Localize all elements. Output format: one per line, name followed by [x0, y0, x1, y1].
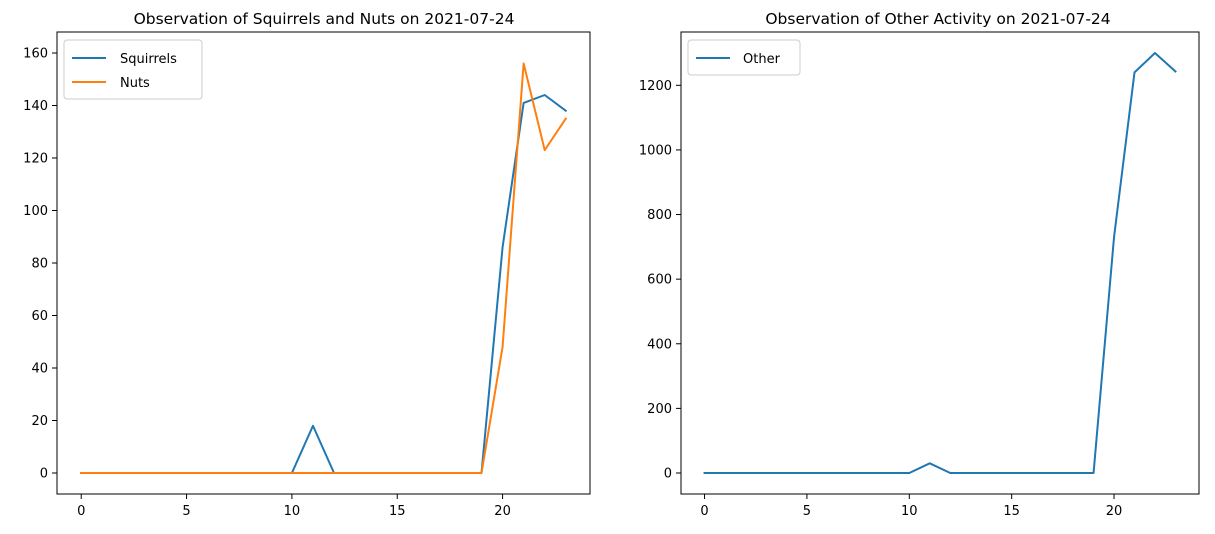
- chart-2-title: Observation of Other Activity on 2021-07…: [765, 10, 1110, 28]
- chart-1-x-tick-label-0: 0: [77, 504, 85, 519]
- chart-1-y-tick-label-100: 100: [23, 204, 48, 219]
- chart-2-y-tick-label-1000: 1000: [639, 143, 672, 158]
- chart-1-legend-box: [63, 39, 203, 100]
- chart-2-y-tick-label-800: 800: [647, 208, 672, 223]
- chart-1-series-layer: [80, 62, 568, 474]
- chart-1-legend-label-nuts: Nuts: [120, 76, 150, 91]
- chart-1-x-tick-label-5: 5: [182, 504, 190, 519]
- chart-1-ticks-layer: 0 5 10 15 20 0 20 40 60 80 100 120 140 160: [23, 47, 511, 520]
- chart-2-x-tick-label-15: 15: [1003, 504, 1020, 519]
- chart-2-x-tick-label-0: 0: [700, 504, 708, 519]
- chart-1-y-tick-label-140: 140: [23, 99, 48, 114]
- chart-2-y-tick-label-600: 600: [647, 273, 672, 288]
- chart-2-x-tick-label-5: 5: [803, 504, 811, 519]
- chart-1-legend: Squirrels Nuts: [63, 39, 203, 100]
- chart-1-y-tick-label-40: 40: [31, 362, 48, 377]
- chart-2-plot-frame: [680, 31, 1200, 495]
- chart-1-x-tick-label-10: 10: [284, 504, 301, 519]
- chart-2-legend-box: [687, 39, 801, 76]
- chart-1-y-tick-label-160: 160: [23, 47, 48, 62]
- chart-1-y-tick-label-80: 80: [31, 257, 48, 272]
- chart-2: Observation of Other Activity on 2021-07…: [639, 10, 1200, 519]
- chart-1-x-tick-label-15: 15: [389, 504, 406, 519]
- chart-2-y-tick-label-0: 0: [664, 467, 672, 482]
- chart-2-legend-label-other: Other: [743, 52, 781, 67]
- chart-2-y-tick-label-1200: 1200: [639, 79, 672, 94]
- chart-2-series-layer: [703, 52, 1177, 474]
- chart-1-y-tick-label-0: 0: [40, 467, 48, 482]
- chart-1-legend-label-squirrels: Squirrels: [120, 52, 177, 67]
- chart-1-x-tick-label-20: 20: [494, 504, 511, 519]
- chart-1-y-tick-label-60: 60: [31, 309, 48, 324]
- chart-1-y-tick-label-20: 20: [31, 414, 48, 429]
- chart-2-y-tick-label-200: 200: [647, 402, 672, 417]
- chart-2-y-tick-label-400: 400: [647, 337, 672, 352]
- chart-1-y-tick-label-120: 120: [23, 152, 48, 167]
- chart-2-series-other-line: [703, 52, 1177, 474]
- chart-2-legend: Other: [687, 39, 801, 76]
- chart-2-x-tick-label-20: 20: [1106, 504, 1123, 519]
- chart-1: Observation of Squirrels and Nuts on 202…: [23, 10, 591, 520]
- chart-1-title: Observation of Squirrels and Nuts on 202…: [134, 10, 515, 28]
- chart-1-series-nuts-line: [80, 62, 568, 474]
- chart-2-x-tick-label-10: 10: [901, 504, 918, 519]
